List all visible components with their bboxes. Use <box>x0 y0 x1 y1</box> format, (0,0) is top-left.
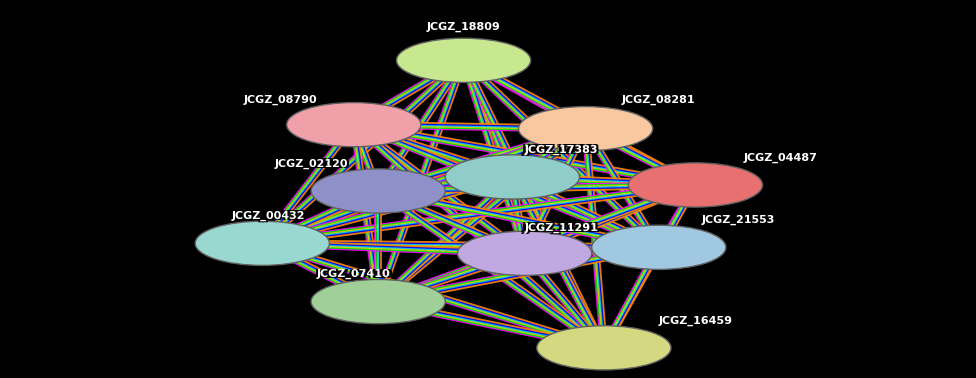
Text: JCGZ_11291: JCGZ_11291 <box>522 222 595 232</box>
Text: JCGZ_00432: JCGZ_00432 <box>234 212 307 222</box>
Text: JCGZ_21553: JCGZ_21553 <box>704 216 777 226</box>
Text: JCGZ_07410: JCGZ_07410 <box>319 270 393 280</box>
Text: JCGZ_18809: JCGZ_18809 <box>425 23 498 33</box>
Text: JCGZ_11291: JCGZ_11291 <box>527 224 600 234</box>
Text: JCGZ_18809: JCGZ_18809 <box>427 22 501 32</box>
Text: JCGZ_07410: JCGZ_07410 <box>314 268 388 279</box>
Text: JCGZ_21553: JCGZ_21553 <box>704 214 777 225</box>
Text: JCGZ_07410: JCGZ_07410 <box>317 269 390 279</box>
Text: JCGZ_04487: JCGZ_04487 <box>744 153 818 163</box>
Text: JCGZ_16459: JCGZ_16459 <box>656 316 730 327</box>
Text: JCGZ_08281: JCGZ_08281 <box>620 95 693 105</box>
Text: JCGZ_11291: JCGZ_11291 <box>527 222 600 232</box>
Text: JCGZ_21553: JCGZ_21553 <box>702 215 775 225</box>
Text: JCGZ_00432: JCGZ_00432 <box>234 210 307 220</box>
Text: JCGZ_02120: JCGZ_02120 <box>272 158 346 168</box>
Circle shape <box>537 326 671 370</box>
Text: JCGZ_08790: JCGZ_08790 <box>246 95 320 105</box>
Text: JCGZ_04487: JCGZ_04487 <box>747 152 820 162</box>
Text: JCGZ_08281: JCGZ_08281 <box>620 93 693 104</box>
Text: JCGZ_02120: JCGZ_02120 <box>277 158 350 168</box>
Text: JCGZ_17383: JCGZ_17383 <box>522 146 595 156</box>
Text: JCGZ_08281: JCGZ_08281 <box>625 93 698 104</box>
Circle shape <box>518 107 653 151</box>
Text: JCGZ_17383: JCGZ_17383 <box>524 144 598 155</box>
Text: JCGZ_08790: JCGZ_08790 <box>246 93 320 104</box>
Text: JCGZ_07410: JCGZ_07410 <box>314 270 388 280</box>
Text: JCGZ_11291: JCGZ_11291 <box>522 224 595 234</box>
Circle shape <box>195 221 329 265</box>
Text: JCGZ_08790: JCGZ_08790 <box>244 94 317 105</box>
Text: JCGZ_00432: JCGZ_00432 <box>229 210 303 220</box>
Text: JCGZ_04487: JCGZ_04487 <box>747 153 820 164</box>
Circle shape <box>458 231 591 276</box>
Text: JCGZ_16459: JCGZ_16459 <box>661 314 735 325</box>
Text: JCGZ_16459: JCGZ_16459 <box>661 316 735 327</box>
Circle shape <box>396 38 531 82</box>
Text: JCGZ_21553: JCGZ_21553 <box>699 214 772 225</box>
Circle shape <box>311 169 445 213</box>
Text: JCGZ_08281: JCGZ_08281 <box>622 94 696 105</box>
Circle shape <box>629 163 762 207</box>
Circle shape <box>311 279 445 324</box>
Text: JCGZ_17383: JCGZ_17383 <box>522 144 595 154</box>
Text: JCGZ_02120: JCGZ_02120 <box>277 160 350 170</box>
Text: JCGZ_00432: JCGZ_00432 <box>229 212 303 222</box>
Text: JCGZ_07410: JCGZ_07410 <box>319 268 393 279</box>
Text: JCGZ_17383: JCGZ_17383 <box>527 144 600 154</box>
Text: JCGZ_16459: JCGZ_16459 <box>656 314 730 325</box>
Text: JCGZ_18809: JCGZ_18809 <box>429 21 503 31</box>
Text: JCGZ_00432: JCGZ_00432 <box>231 211 305 221</box>
Text: JCGZ_02120: JCGZ_02120 <box>272 160 346 170</box>
Text: JCGZ_11291: JCGZ_11291 <box>524 223 598 233</box>
Text: JCGZ_17383: JCGZ_17383 <box>527 146 600 156</box>
Text: JCGZ_02120: JCGZ_02120 <box>274 159 347 169</box>
Text: JCGZ_08281: JCGZ_08281 <box>625 95 698 105</box>
Text: JCGZ_04487: JCGZ_04487 <box>742 153 815 164</box>
Text: JCGZ_21553: JCGZ_21553 <box>699 216 772 226</box>
Text: JCGZ_18809: JCGZ_18809 <box>425 21 498 31</box>
Text: JCGZ_18809: JCGZ_18809 <box>429 23 503 33</box>
Circle shape <box>591 225 726 270</box>
Text: JCGZ_04487: JCGZ_04487 <box>742 152 815 162</box>
Text: JCGZ_08790: JCGZ_08790 <box>241 93 315 104</box>
Text: JCGZ_16459: JCGZ_16459 <box>659 316 732 326</box>
Circle shape <box>287 102 421 147</box>
Circle shape <box>445 155 580 199</box>
Text: JCGZ_08790: JCGZ_08790 <box>241 95 315 105</box>
